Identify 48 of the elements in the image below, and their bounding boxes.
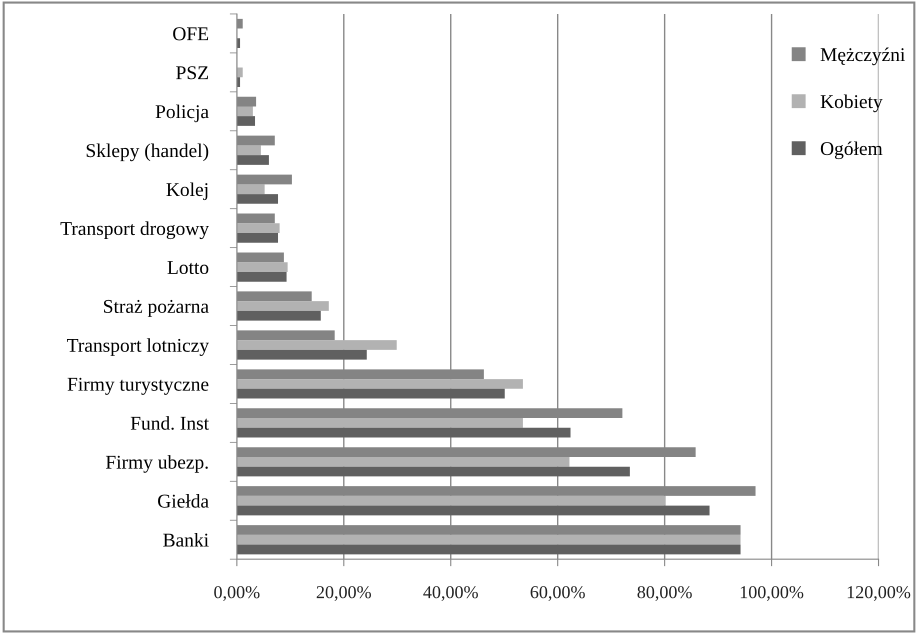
y-tick-label: Giełda <box>158 494 209 508</box>
x-tick-label: 0,00% <box>214 586 260 601</box>
bar <box>236 223 280 234</box>
bar <box>236 428 571 438</box>
bar <box>236 534 741 545</box>
bar <box>236 184 265 194</box>
bar <box>236 310 321 321</box>
legend-label: Ogółem <box>820 141 882 160</box>
y-tick-label: Lotto <box>168 261 208 274</box>
bar <box>236 301 329 311</box>
y-tick-label: OFE <box>173 27 208 40</box>
y-tick-label: Transport drogowy <box>60 221 209 240</box>
bar <box>236 340 397 350</box>
bar <box>236 116 256 126</box>
y-tick-label: Fund. Inst <box>130 416 209 430</box>
bar <box>236 106 253 116</box>
x-tick-label: 120,00% <box>848 586 910 601</box>
bar <box>236 145 261 156</box>
y-tick-label: Transport lotniczy <box>67 338 209 356</box>
y-tick-label: Straż pożarna <box>104 300 209 317</box>
bar <box>236 272 287 282</box>
bar <box>236 155 269 165</box>
bar <box>236 388 505 399</box>
y-tick-label: Firmy turystyczne <box>68 378 208 395</box>
legend-label: Kobiety <box>820 94 883 112</box>
y-tick-label: Kolej <box>166 182 208 200</box>
x-tick-label: 60,00% <box>530 586 585 601</box>
y-tick-label: Sklepy (handel) <box>86 144 208 162</box>
x-tick-label: 40,00% <box>423 586 478 601</box>
bar <box>236 466 630 476</box>
bar <box>236 456 570 467</box>
bar <box>236 350 367 360</box>
bar <box>236 418 523 428</box>
legend-label: Mężczyźni <box>820 48 905 66</box>
y-tick-label: Banki <box>163 532 209 547</box>
bar <box>236 194 278 204</box>
bar <box>236 233 278 243</box>
x-tick-label: 80,00% <box>637 586 692 601</box>
bar <box>236 544 741 554</box>
y-tick-label: PSZ <box>176 66 208 80</box>
x-tick-label: 20,00% <box>316 586 372 601</box>
bar <box>236 262 288 272</box>
bar <box>236 496 666 506</box>
y-tick-label: Policja <box>156 104 209 122</box>
bar <box>236 506 710 516</box>
x-tick-label: 100,00% <box>740 586 804 601</box>
bar <box>236 379 523 389</box>
y-tick-label: Firmy ubezp. <box>106 455 208 473</box>
